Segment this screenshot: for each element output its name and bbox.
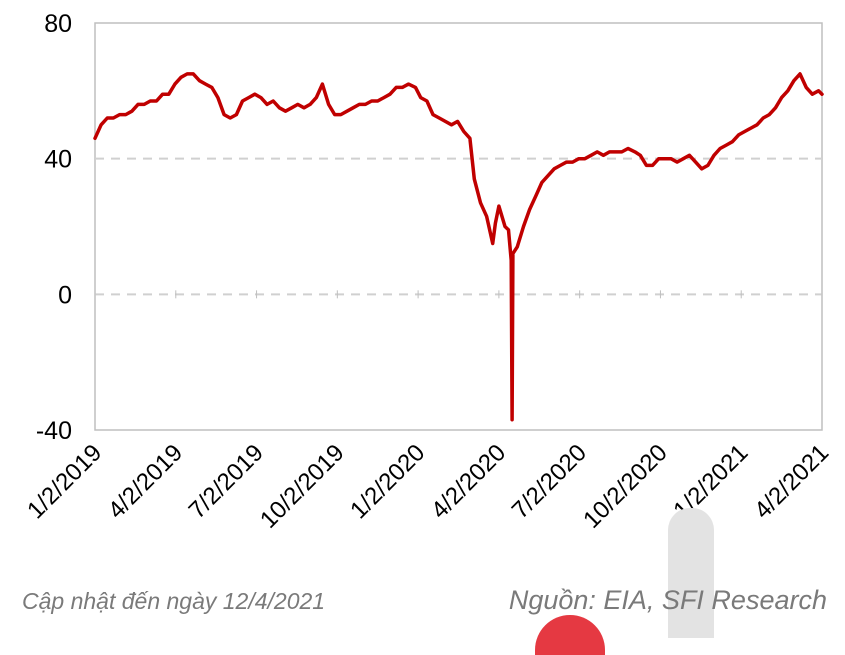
x-tick-label: 4/2/2020 [426,439,511,524]
x-tick-label: 4/2/2021 [749,439,834,524]
x-tick-label: 10/2/2020 [578,439,673,534]
plot-area [94,22,823,431]
source-note: Nguồn: EIA, SFI Research [508,585,827,615]
update-note: Cập nhật đến ngày 12/4/2021 [22,588,326,614]
x-tick-label: 7/2/2020 [507,439,592,524]
x-tick-label: 10/2/2019 [255,439,350,534]
y-tick-label: 80 [44,10,72,38]
y-tick-label: 0 [58,281,72,309]
y-tick-label: 40 [44,146,72,174]
series-line [93,72,824,422]
y-axis-ticks: 80 40 0 -40 [36,10,72,445]
watermark-shape [668,508,714,638]
x-tick-label: 1/2/2020 [345,439,430,524]
x-tick-label: 4/2/2019 [103,439,188,524]
x-tick-label: 7/2/2019 [184,439,269,524]
y-tick-label: -40 [36,417,72,445]
x-tick-label: 1/2/2019 [22,439,107,524]
